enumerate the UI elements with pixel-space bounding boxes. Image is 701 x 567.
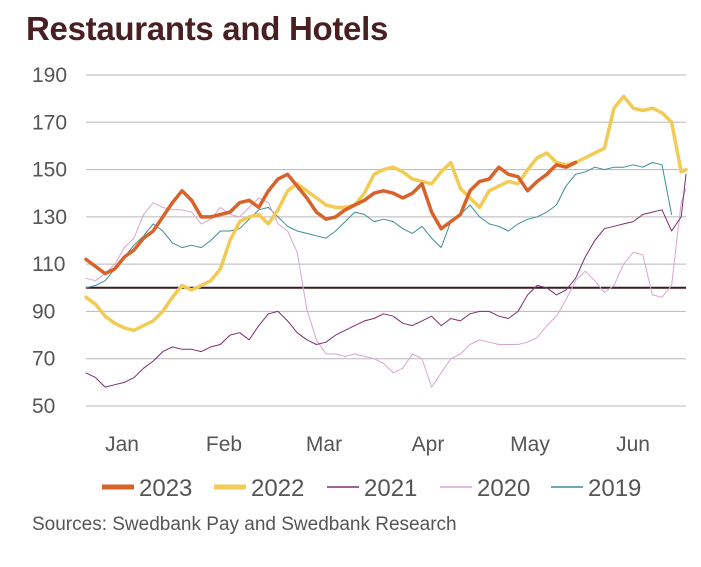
x-tick-label: May bbox=[510, 433, 550, 456]
series-line-2022 bbox=[84, 94, 688, 333]
series-line-2020 bbox=[85, 188, 687, 388]
y-tick-label: 130 bbox=[32, 206, 67, 229]
gridlines bbox=[86, 74, 686, 407]
series-line-2023 bbox=[84, 160, 578, 276]
chart-title: Restaurants and Hotels bbox=[26, 10, 388, 47]
y-tick-label: 190 bbox=[32, 64, 67, 87]
y-tick-label: 150 bbox=[32, 159, 67, 182]
y-tick-label: 110 bbox=[32, 253, 65, 276]
source-note: Sources: Swedbank Pay and Swedbank Resea… bbox=[32, 514, 457, 535]
legend-item-2022: 2022 bbox=[214, 475, 304, 502]
legend-item-2023: 2023 bbox=[102, 475, 192, 502]
legend-item-2019: 2019 bbox=[551, 475, 641, 502]
x-tick-label: Jan bbox=[105, 433, 139, 456]
legend: 2023 2022 2021 2020 2019 bbox=[102, 475, 641, 502]
y-tick-label: 70 bbox=[32, 348, 55, 371]
series-line-2021 bbox=[85, 173, 687, 388]
x-tick-label: Apr bbox=[412, 433, 445, 456]
legend-label: 2020 bbox=[477, 475, 530, 502]
legend-label: 2021 bbox=[364, 475, 417, 502]
y-tick-label: 170 bbox=[32, 111, 67, 134]
legend-item-2021: 2021 bbox=[327, 475, 417, 502]
series-line-2019 bbox=[85, 162, 673, 289]
legend-label: 2023 bbox=[139, 475, 192, 502]
y-tick-label: 90 bbox=[32, 300, 55, 323]
x-tick-label: Jun bbox=[616, 433, 650, 456]
legend-item-2020: 2020 bbox=[440, 475, 530, 502]
y-tick-label: 50 bbox=[32, 395, 55, 418]
legend-label: 2022 bbox=[251, 475, 304, 502]
x-tick-label: Feb bbox=[206, 433, 242, 456]
legend-label: 2019 bbox=[588, 475, 641, 502]
x-axis-ticks: Jan Feb Mar Apr May Jun bbox=[105, 433, 650, 456]
x-tick-label: Mar bbox=[306, 433, 342, 456]
y-axis-ticks: 50 70 90 110 130 150 170 190 bbox=[32, 64, 67, 418]
series-lines bbox=[84, 94, 688, 388]
